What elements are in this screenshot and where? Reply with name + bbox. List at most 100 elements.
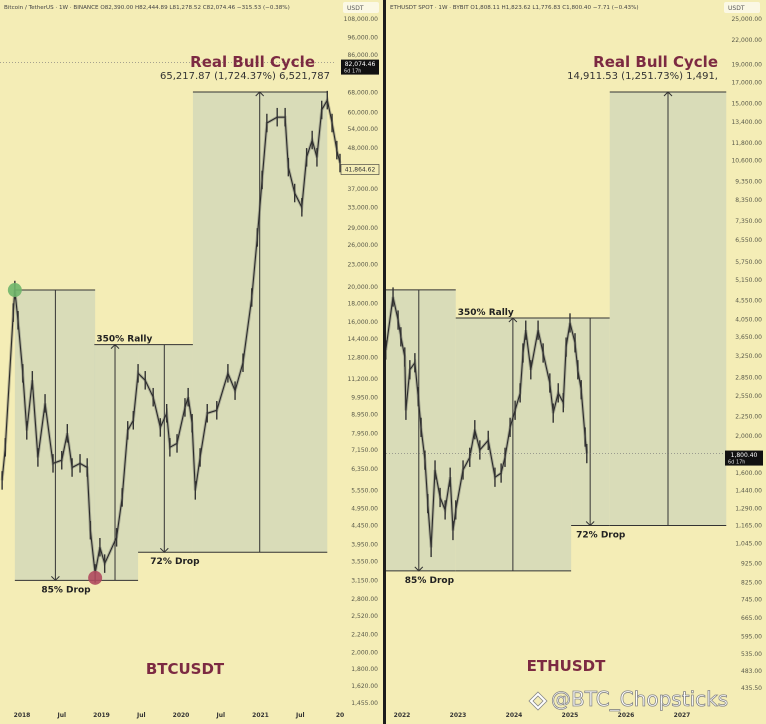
y-tick-label: 13,400.00 [731,119,762,126]
x-tick-label: 2021 [252,712,269,719]
y-tick-label: 7,350.00 [735,218,762,225]
panel-title: ETHUSDT [527,657,606,675]
y-tick-label: 825.00 [741,579,762,586]
y-tick-label: 4,050.00 [735,317,762,324]
y-tick-label: 54,000.00 [347,126,378,133]
y-tick-label: 2,550.00 [735,393,762,400]
x-tick-label: 2019 [93,712,110,719]
y-tick-label: 3,950.00 [351,541,378,548]
annotation-label: 350% Rally [458,308,514,318]
y-tick-label: 7,950.00 [351,430,378,437]
y-tick-label: 1,600.00 [735,470,762,477]
price-badge-value: 41,864.62 [345,166,376,173]
y-tick-label: 1,620.00 [351,683,378,690]
watermark: @BTC_Chopsticks [528,687,729,711]
y-tick-label: 23,000.00 [347,262,378,269]
x-tick-label: 2022 [394,712,411,719]
y-tick-label: 5,550.00 [351,487,378,494]
y-tick-label: 48,000.00 [347,145,378,152]
y-tick-label: 15,000.00 [731,100,762,107]
y-tick-label: 3,250.00 [735,353,762,360]
x-tick-label: Jul [215,712,225,719]
y-tick-label: 2,250.00 [735,414,762,421]
cycle-title: Real Bull Cycle [190,53,315,71]
y-tick-label: 2,000.00 [735,433,762,440]
y-tick-label: 4,950.00 [351,506,378,513]
annotation-box [138,344,193,553]
y-tick-label: 33,000.00 [347,204,378,211]
y-tick-label: 2,850.00 [735,375,762,382]
arrow-down-icon [414,566,424,572]
y-tick-label: 925.00 [741,561,762,568]
y-tick-label: 745.00 [741,596,762,603]
binance-logo-icon [528,691,548,711]
y-tick-label: 37,000.00 [347,186,378,193]
current-price-badge [725,450,763,466]
price-series-line [1,98,341,574]
y-tick-label: 535.00 [741,651,762,658]
y-tick-label: 7,150.00 [351,447,378,454]
y-tick-label: 20,000.00 [347,284,378,291]
y-tick-label: 26,000.00 [347,242,378,249]
y-tick-label: 3,150.00 [351,577,378,584]
y-tick-label: 3,650.00 [735,334,762,341]
annotation-label: 85% Drop [41,585,91,595]
y-tick-label: 9,950.00 [351,395,378,402]
annotation-label: 72% Drop [576,530,626,540]
y-tick-label: 18,000.00 [347,301,378,308]
y-tick-label: 25,000.00 [731,16,762,23]
y-tick-label: 2,520.00 [351,613,378,620]
price-series-line [385,296,588,548]
countdown-label: 6d 17h [344,69,361,75]
y-tick-label: 2,800.00 [351,596,378,603]
cycle-title: Real Bull Cycle [593,53,718,71]
y-tick-label: 5,750.00 [735,259,762,266]
y-tick-label: 483.00 [741,668,762,675]
chart-header: Bitcoin / TetherUS · 1W · BINANCE O82,39… [4,5,290,11]
y-tick-label: 8,950.00 [351,412,378,419]
peak-marker [7,283,22,298]
y-tick-label: 5,150.00 [735,277,762,284]
y-tick-label: 6,550.00 [735,237,762,244]
x-tick-label: 2023 [450,712,467,719]
arrow-down-icon [51,575,60,582]
btc-panel: 85% Drop 350% Rally 72% Drop 108,000.00 96,0… [0,2,380,719]
currency-badge [724,2,760,13]
y-tick-label: 68,000.00 [347,89,378,96]
annotation-label: 85% Drop [405,576,455,586]
x-tick-label: 20 [336,712,344,719]
x-tick-label: 2025 [562,712,579,719]
x-tick-label: 2020 [173,712,190,719]
y-tick-label: 4,550.00 [735,297,762,304]
arrow-up-icon [508,317,518,323]
cycle-stats: 14,911.53 (1,251.73%) 1,491, [567,71,718,82]
y-tick-label: 12,800.00 [347,355,378,362]
price-badge [340,164,380,175]
annotation-label: 72% Drop [150,557,200,567]
y-tick-label: 4,450.00 [351,522,378,529]
y-tick-label: 1,455.00 [351,700,378,707]
currency-label: USDT [347,5,364,12]
y-tick-label: 2,000.00 [351,649,378,656]
y-tick-label: 665.00 [741,615,762,622]
x-tick-label: Jul [136,712,146,719]
y-tick-label: 1,800.00 [351,666,378,673]
y-tick-label: 6,350.00 [351,466,378,473]
arrow-down-icon [585,521,595,527]
annotation-box [455,318,572,571]
y-tick-label: 3,550.00 [351,558,378,565]
y-tick-label: 10,600.00 [731,158,762,165]
y-tick-label: 1,045.00 [735,540,762,547]
y-tick-label: 60,000.00 [347,109,378,116]
currency-label: USDT [728,5,745,12]
x-tick-label: 2026 [618,712,635,719]
arrow-up-icon [663,91,673,97]
arrow-down-icon [159,547,169,553]
y-tick-label: 1,290.00 [735,506,762,513]
y-tick-label: 11,200.00 [347,376,378,383]
y-tick-label: 19,000.00 [731,61,762,68]
y-tick-label: 8,350.00 [735,197,762,204]
x-tick-label: Jul [295,712,305,719]
current-price-value: 1,800.40 [731,452,758,459]
arrow-up-icon [110,343,120,349]
